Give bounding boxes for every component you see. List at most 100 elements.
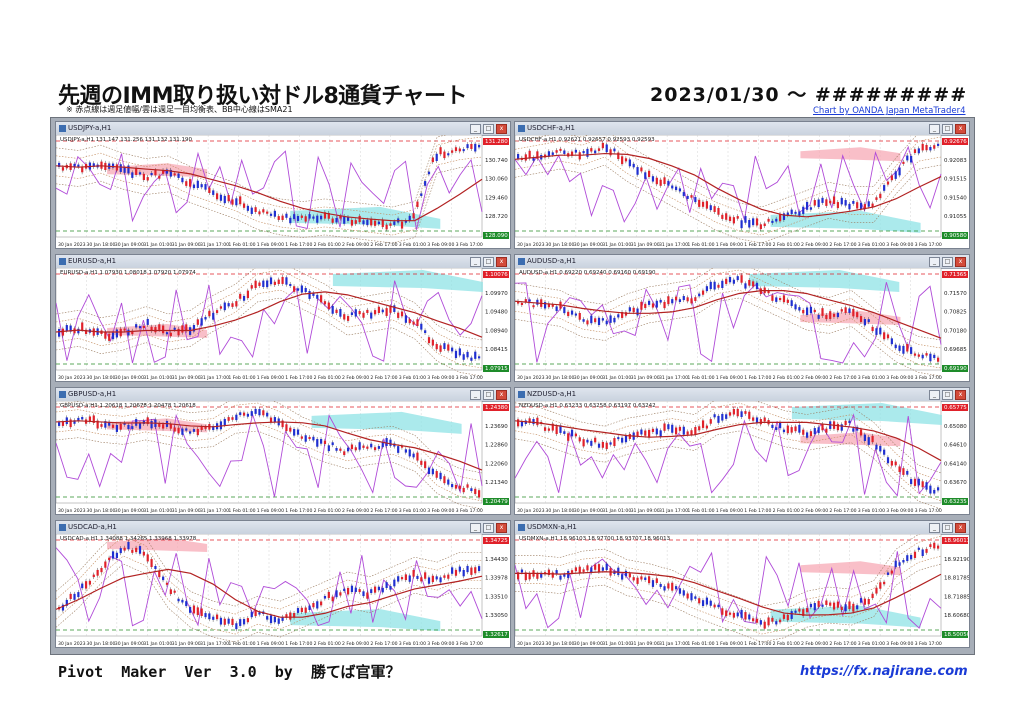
chart-titlebar[interactable]: USDMXN-a,H1 _ □ x	[515, 521, 969, 535]
chart-titlebar[interactable]: GBPUSD-a,H1 _ □ x	[56, 388, 510, 402]
chart-icon	[518, 524, 525, 531]
candlestick	[594, 437, 597, 443]
restore-icon[interactable]: □	[942, 124, 953, 134]
time-axis-label: 1 Feb 01:00	[687, 375, 714, 381]
ichimoku-cloud-bear	[800, 147, 901, 162]
minimize-icon[interactable]: _	[470, 390, 481, 400]
restore-icon[interactable]: □	[483, 257, 494, 267]
candlestick	[524, 154, 527, 161]
candlestick	[424, 181, 427, 186]
chart-titlebar[interactable]: NZDUSD-a,H1 _ □ x	[515, 388, 969, 402]
current-price-marker	[942, 537, 968, 544]
time-axis-label: 30 Jan 2023	[58, 242, 86, 248]
time-axis-label: 31 Jan 09:00	[631, 242, 660, 248]
chart-window-gbpusd[interactable]: GBPUSD-a,H1 _ □ x 1.24380 1.23690 1.22860 1.220…	[55, 387, 511, 515]
price-chart[interactable]: 1.34725 1.34430 1.33978 1.33510 1.33050 1.326…	[56, 534, 510, 648]
candlestick	[798, 307, 801, 311]
chart-titlebar[interactable]: AUDUSD-a,H1 _ □ x	[515, 255, 969, 269]
candlestick	[262, 410, 265, 416]
minimize-icon[interactable]: _	[929, 124, 940, 134]
chart-window-usdmxn[interactable]: USDMXN-a,H1 _ □ x 18.96013 18.92190 18.81785 18…	[514, 520, 970, 648]
candlestick	[273, 417, 276, 423]
price-chart[interactable]: 18.96013 18.92190 18.81785 18.71885 18.60680…	[515, 534, 969, 648]
close-icon[interactable]: x	[955, 390, 966, 400]
price-chart[interactable]: 0.65775 0.65080 0.64610 0.64140 0.63670 0.632…	[515, 401, 969, 515]
minimize-icon[interactable]: _	[929, 257, 940, 267]
time-axis-label: 2 Feb 01:00	[314, 375, 341, 381]
chart-window-usdcad[interactable]: USDCAD-a,H1 _ □ x 1.34725 1.34430 1.33978 1.335…	[55, 520, 511, 648]
candlestick	[547, 569, 551, 576]
chart-titlebar[interactable]: USDJPY-a,H1 _ □ x	[56, 122, 510, 136]
minimize-icon[interactable]: _	[929, 523, 940, 533]
candlestick	[528, 573, 531, 580]
restore-icon[interactable]: □	[942, 390, 953, 400]
price-scale-label: 0.63235	[944, 499, 967, 505]
candlestick	[269, 417, 273, 423]
candlestick	[420, 577, 423, 582]
candlestick	[648, 429, 651, 438]
candlestick	[844, 604, 847, 612]
candlestick	[925, 482, 928, 490]
candlestick	[567, 433, 570, 441]
minimize-icon[interactable]: _	[470, 257, 481, 267]
chart-window-audusd[interactable]: AUDUSD-a,H1 _ □ x 0.71365 0.71570 0.70825 0.701…	[514, 254, 970, 382]
time-axis-label: 3 Feb 01:00	[399, 242, 426, 248]
candlestick	[779, 422, 782, 429]
candlestick	[447, 344, 450, 351]
candlestick	[713, 414, 716, 418]
restore-icon[interactable]: □	[483, 523, 494, 533]
candlestick	[570, 429, 574, 437]
chart-window-nzdusd[interactable]: NZDUSD-a,H1 _ □ x 0.65775 0.65080 0.64610 0.641…	[514, 387, 970, 515]
close-icon[interactable]: x	[496, 523, 507, 533]
candlestick	[640, 167, 643, 172]
price-scale-label: 1.24380	[485, 405, 508, 411]
candlestick	[69, 593, 72, 600]
restore-icon[interactable]: □	[942, 257, 953, 267]
candlestick	[470, 488, 473, 492]
candlestick	[863, 598, 866, 605]
close-icon[interactable]: x	[955, 124, 966, 134]
minimize-icon[interactable]: _	[929, 390, 940, 400]
footer-site-link[interactable]: https://fx.najirane.com	[800, 664, 968, 679]
restore-icon[interactable]: □	[942, 523, 953, 533]
chart-window-usdjpy[interactable]: USDJPY-a,H1 _ □ x 131.280 130.740 130.060 129.4…	[55, 121, 511, 249]
close-icon[interactable]: x	[955, 257, 966, 267]
price-chart[interactable]: 0.92676 0.92083 0.91515 0.91540 0.91055 0.905…	[515, 135, 969, 249]
restore-icon[interactable]: □	[483, 124, 494, 134]
candlestick	[346, 316, 350, 321]
candlestick	[640, 576, 643, 580]
candlestick	[829, 602, 832, 606]
chart-titlebar[interactable]: USDCAD-a,H1 _ □ x	[56, 521, 510, 535]
candlestick	[782, 429, 786, 433]
credit-link[interactable]: Chart by OANDA Japan MetaTrader4	[813, 106, 966, 116]
price-scale-label: 1.10076	[485, 272, 508, 278]
candlestick	[694, 297, 697, 302]
close-icon[interactable]: x	[496, 390, 507, 400]
price-chart[interactable]: 1.24380 1.23690 1.22860 1.22060 1.21340 1.204…	[56, 401, 510, 515]
candlestick	[185, 428, 188, 431]
candlestick	[559, 425, 562, 433]
chart-titlebar[interactable]: USDCHF-a,H1 _ □ x	[515, 122, 969, 136]
current-price-marker	[483, 271, 509, 278]
minimize-icon[interactable]: _	[470, 124, 481, 134]
close-icon[interactable]: x	[496, 257, 507, 267]
candlestick	[586, 565, 589, 571]
candlestick	[266, 412, 269, 417]
candlestick	[223, 418, 226, 426]
time-axis-label: 2 Feb 17:00	[829, 242, 856, 248]
minimize-icon[interactable]: _	[470, 523, 481, 533]
chart-window-usdchf[interactable]: USDCHF-a,H1 _ □ x 0.92676 0.92083 0.91515 0.915…	[514, 121, 970, 249]
price-scale-label: 129.460	[485, 195, 508, 201]
price-chart[interactable]: 1.10076 1.09970 1.09480 1.08940 1.08415 1.079…	[56, 268, 510, 382]
price-chart[interactable]: 0.71365 0.71570 0.70825 0.70180 0.69685 0.691…	[515, 268, 969, 382]
candlestick	[790, 611, 793, 619]
close-icon[interactable]: x	[955, 523, 966, 533]
time-axis-label: 2 Feb 09:00	[801, 375, 828, 381]
chart-titlebar[interactable]: EURUSD-a,H1 _ □ x	[56, 255, 510, 269]
candlestick	[667, 180, 670, 186]
candlestick	[886, 572, 890, 575]
restore-icon[interactable]: □	[483, 390, 494, 400]
price-chart[interactable]: 131.280 130.740 130.060 129.460 128.720 128.0…	[56, 135, 510, 249]
chart-window-eurusd[interactable]: EURUSD-a,H1 _ □ x 1.10076 1.09970 1.09480 1.089…	[55, 254, 511, 382]
close-icon[interactable]: x	[496, 124, 507, 134]
